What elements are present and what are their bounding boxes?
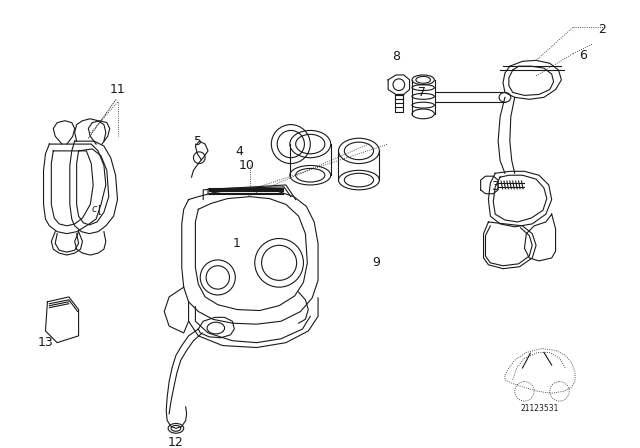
Text: 3: 3 <box>492 181 499 194</box>
Text: 9: 9 <box>372 256 380 269</box>
Text: 2: 2 <box>598 23 606 36</box>
Text: 13: 13 <box>38 336 53 349</box>
Text: 8: 8 <box>392 50 400 63</box>
Text: 1: 1 <box>232 237 240 250</box>
Text: 11: 11 <box>109 83 125 96</box>
Text: 5: 5 <box>195 135 202 148</box>
Text: 21123531: 21123531 <box>521 405 559 414</box>
Text: 12: 12 <box>168 436 184 448</box>
Text: 7: 7 <box>418 86 426 99</box>
Text: [: [ <box>97 204 101 214</box>
Text: c: c <box>92 204 97 214</box>
Text: 4: 4 <box>236 145 243 158</box>
Text: 6: 6 <box>579 49 587 62</box>
Text: 10: 10 <box>239 159 255 172</box>
